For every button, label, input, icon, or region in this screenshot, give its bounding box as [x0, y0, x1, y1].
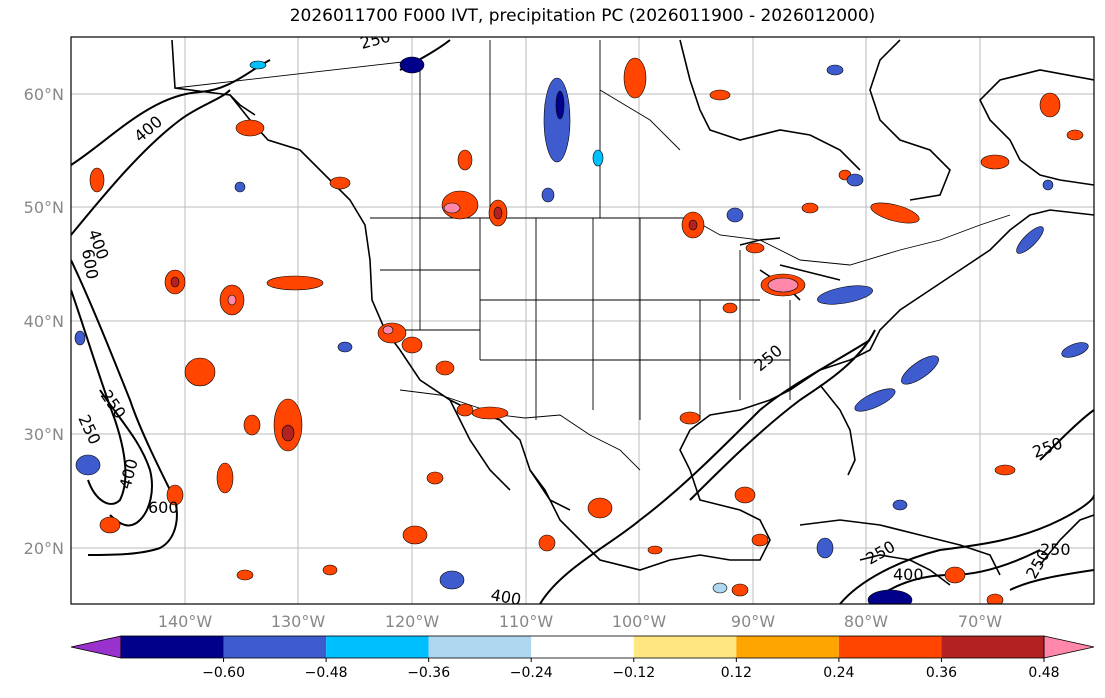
colorbar-tick-label: −0.12	[612, 665, 655, 681]
lon-label-110w: 110°W	[499, 612, 554, 631]
contour-label: 400	[489, 585, 522, 609]
lon-label-70w: 70°W	[958, 612, 1002, 631]
map-frame	[70, 36, 1095, 605]
colorbar-extend-high	[1043, 635, 1095, 659]
latitude-labels: 60°N 50°N 40°N 30°N 20°N	[24, 85, 64, 558]
lat-label-60n: 60°N	[24, 85, 64, 104]
precip-patch-negative	[543, 77, 571, 163]
contour-label: 400	[893, 565, 924, 584]
lat-label-50n: 50°N	[24, 198, 64, 217]
colorbar-segment	[531, 636, 634, 658]
colorbar: −0.60 −0.48 −0.36 −0.24 −0.12 0.12 0.24 0.36 0.4…	[70, 635, 1095, 681]
colorbar-extend-low	[70, 635, 122, 659]
lon-label-100w: 100°W	[612, 612, 667, 631]
colorbar-segment	[736, 636, 839, 658]
lon-label-130w: 130°W	[271, 612, 326, 631]
ivt-contours	[71, 39, 1094, 604]
lat-label-20n: 20°N	[24, 539, 64, 558]
colorbar-tick-label: −0.36	[407, 665, 450, 681]
lon-label-80w: 80°W	[844, 612, 888, 631]
colorbar-segment	[838, 636, 942, 658]
colorbar-tick-label: 0.48	[1028, 665, 1059, 681]
contour-label: 250	[1040, 540, 1071, 559]
precip-patch-positive	[623, 57, 647, 99]
lat-label-30n: 30°N	[24, 425, 64, 444]
colorbar-segment	[941, 636, 1044, 658]
colorbar-tick-label: 0.24	[823, 665, 854, 681]
graticule	[71, 37, 1094, 604]
colorbar-outline	[120, 635, 1045, 659]
colorbar-segment	[633, 636, 737, 658]
colorbar-tick-label: −0.60	[202, 665, 245, 681]
precip-patch-negative	[817, 285, 873, 305]
political-borders	[174, 40, 1011, 471]
colorbar-segment	[428, 636, 532, 658]
colorbar-tick-label: −0.48	[305, 665, 348, 681]
map-title: 2026011700 F000 IVT, precipitation PC (2…	[289, 6, 876, 26]
lon-label-140w: 140°W	[158, 612, 213, 631]
colorbar-tick-label: 0.36	[926, 665, 957, 681]
colorbar-tick-label: 0.12	[721, 665, 752, 681]
contour-labels: 400 400 600 250 250 400 600 250 250 250 …	[74, 37, 1071, 609]
colorbar-segment	[121, 636, 224, 658]
longitude-labels: 140°W 130°W 120°W 110°W 100°W 90°W 80°W …	[158, 612, 1002, 631]
colorbar-segment	[223, 636, 327, 658]
precip-patches	[74, 56, 1089, 604]
colorbar-segment	[326, 636, 429, 658]
contour-label: 600	[148, 498, 179, 517]
colorbar-tick-label: −0.24	[510, 665, 553, 681]
lat-label-40n: 40°N	[24, 312, 64, 331]
lon-label-120w: 120°W	[385, 612, 440, 631]
lon-label-90w: 90°W	[731, 612, 775, 631]
